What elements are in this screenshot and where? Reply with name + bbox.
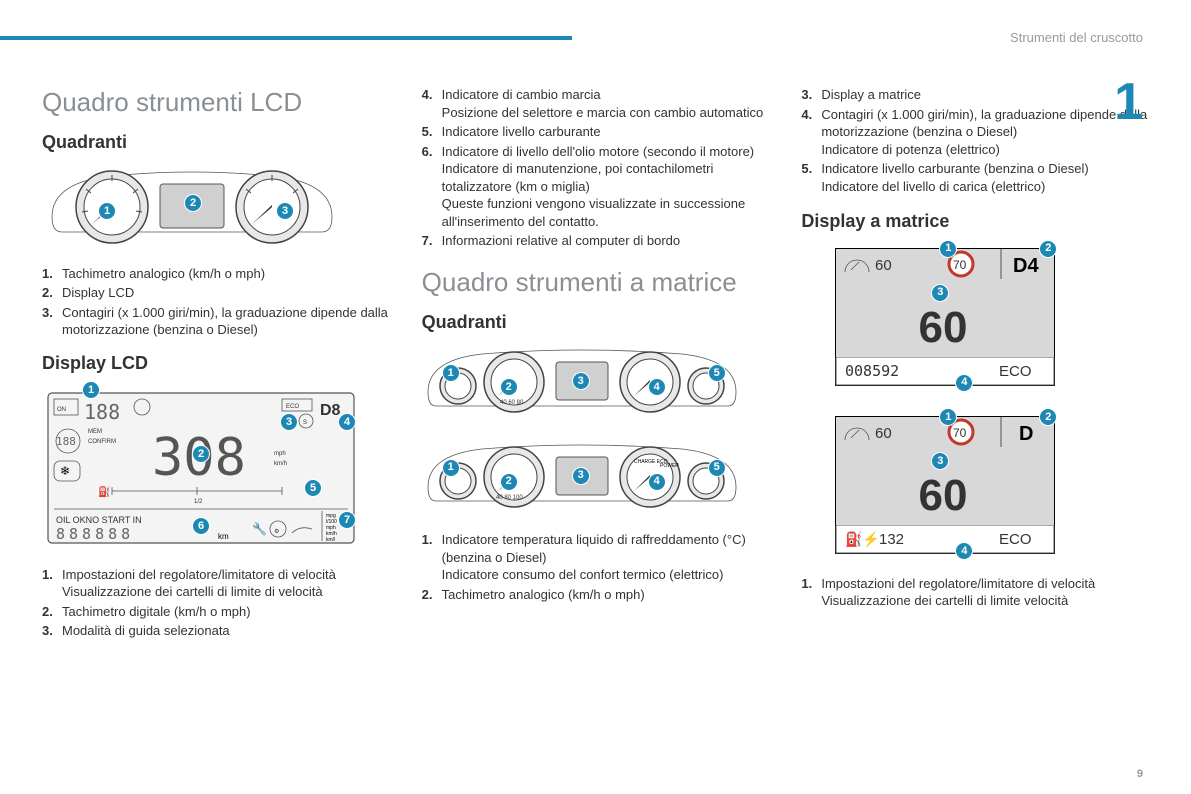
svg-text:❄: ❄ — [60, 464, 70, 478]
callout-mx1-1: 1 — [939, 240, 957, 258]
list-display-lcd: 1.Impostazioni del regolatore/limitatore… — [42, 566, 390, 640]
figure-matrix-quadranti-1: 40 60 80 1 2 3 4 5 — [422, 342, 770, 429]
callout-mx1-2: 2 — [1039, 240, 1057, 258]
page-number: 9 — [1137, 768, 1143, 780]
svg-text:ECO: ECO — [999, 363, 1032, 380]
svg-text:008592: 008592 — [845, 362, 899, 380]
list-matrix-display: 1.Impostazioni del regolatore/limitatore… — [801, 575, 1149, 610]
figure-lcd-quadranti: 1 2 3 — [42, 162, 390, 257]
svg-text:60: 60 — [919, 303, 968, 352]
svg-text:888888: 888888 — [56, 525, 134, 543]
callout-me1: 1 — [442, 459, 460, 477]
chapter-number: 1 — [1114, 72, 1143, 132]
column-1: Quadro strumenti LCD Quadranti 1 — [42, 80, 390, 650]
figure-matrix-display-2: 60 70 D 60 ⛽⚡ 132 ECO 1 2 3 4 — [831, 410, 1061, 565]
svg-text:OIL OKNO START IN: OIL OKNO START IN — [56, 515, 142, 525]
column-3: 3.Display a matrice 4.Contagiri (x 1.000… — [801, 80, 1149, 650]
svg-text:188: 188 — [84, 400, 120, 424]
svg-text:D8: D8 — [320, 402, 341, 419]
list-matrix-quadranti: 1.Indicatore temperatura liquido di raff… — [422, 531, 770, 603]
svg-text:ON: ON — [57, 407, 66, 413]
svg-text:60: 60 — [875, 425, 892, 442]
h2-display-matrice: Display a matrice — [801, 209, 1149, 233]
h2-quadranti-1: Quadranti — [42, 130, 390, 154]
svg-text:km/l: km/l — [326, 537, 335, 543]
h1-matrix-panel: Quadro strumenti a matrice — [422, 268, 770, 298]
h2-display-lcd: Display LCD — [42, 351, 390, 375]
svg-text:POWER: POWER — [660, 463, 679, 469]
svg-text:⚙: ⚙ — [274, 528, 279, 535]
svg-text:km: km — [218, 532, 229, 541]
svg-text:40 80 100: 40 80 100 — [496, 495, 523, 501]
svg-text:60: 60 — [919, 471, 968, 520]
three-column-layout: Quadro strumenti LCD Quadranti 1 — [42, 80, 1149, 650]
svg-text:1/2: 1/2 — [194, 499, 203, 505]
svg-text:🔧: 🔧 — [252, 521, 267, 536]
svg-text:70: 70 — [953, 258, 967, 272]
callout-m4: 4 — [648, 378, 666, 396]
list-quadranti-1: 1.Tachimetro analogico (km/h o mph) 2.Di… — [42, 265, 390, 339]
svg-text:mph: mph — [274, 451, 286, 457]
svg-text:ECO: ECO — [286, 404, 299, 410]
svg-text:km/h: km/h — [274, 461, 287, 467]
callout-me2: 2 — [500, 473, 518, 491]
section-header-label: Strumenti del cruscotto — [1010, 30, 1143, 45]
callout-me5: 5 — [708, 459, 726, 477]
callout-me3: 3 — [572, 467, 590, 485]
svg-text:⛽: ⛽ — [98, 485, 110, 498]
svg-text:60: 60 — [875, 257, 892, 274]
h1-lcd-panel: Quadro strumenti LCD — [42, 88, 390, 118]
top-accent-bar — [0, 36, 572, 40]
list-lcd-cont: 4.Indicatore di cambio marcia Posizione … — [422, 86, 770, 250]
callout-m2: 2 — [500, 378, 518, 396]
column-2: 4.Indicatore di cambio marcia Posizione … — [422, 80, 770, 650]
svg-text:CONFIRM: CONFIRM — [88, 439, 116, 445]
figure-matrix-display-1: 60 70 D4 60 008592 ECO 1 2 3 4 — [831, 242, 1061, 397]
list-matrix-cont: 3.Display a matrice 4.Contagiri (x 1.000… — [801, 86, 1149, 195]
callout-mx1-4: 4 — [955, 374, 973, 392]
svg-text:S: S — [303, 420, 307, 426]
callout-m1: 1 — [442, 364, 460, 382]
callout-mx1-3: 3 — [931, 284, 949, 302]
svg-text:ECO: ECO — [999, 531, 1032, 548]
svg-text:40 60 80: 40 60 80 — [500, 400, 524, 406]
callout-m3: 3 — [572, 372, 590, 390]
h2-quadranti-2: Quadranti — [422, 310, 770, 334]
callout-m5: 5 — [708, 364, 726, 382]
svg-text:D: D — [1019, 423, 1033, 445]
callout-me4: 4 — [648, 473, 666, 491]
svg-text:D4: D4 — [1013, 255, 1039, 277]
svg-text:132: 132 — [879, 531, 904, 548]
figure-lcd-display: ON 188 ECO D8 S 188 MEM CONFIRM ❄ 308 mp… — [42, 383, 390, 558]
svg-text:⛽⚡: ⛽⚡ — [845, 531, 880, 548]
svg-text:70: 70 — [953, 426, 967, 440]
figure-matrix-quadranti-2: 40 80 100 CHARGE ECO POWER 1 2 3 4 5 — [422, 437, 770, 524]
svg-text:188: 188 — [56, 435, 76, 448]
svg-text:MEM: MEM — [88, 429, 102, 435]
